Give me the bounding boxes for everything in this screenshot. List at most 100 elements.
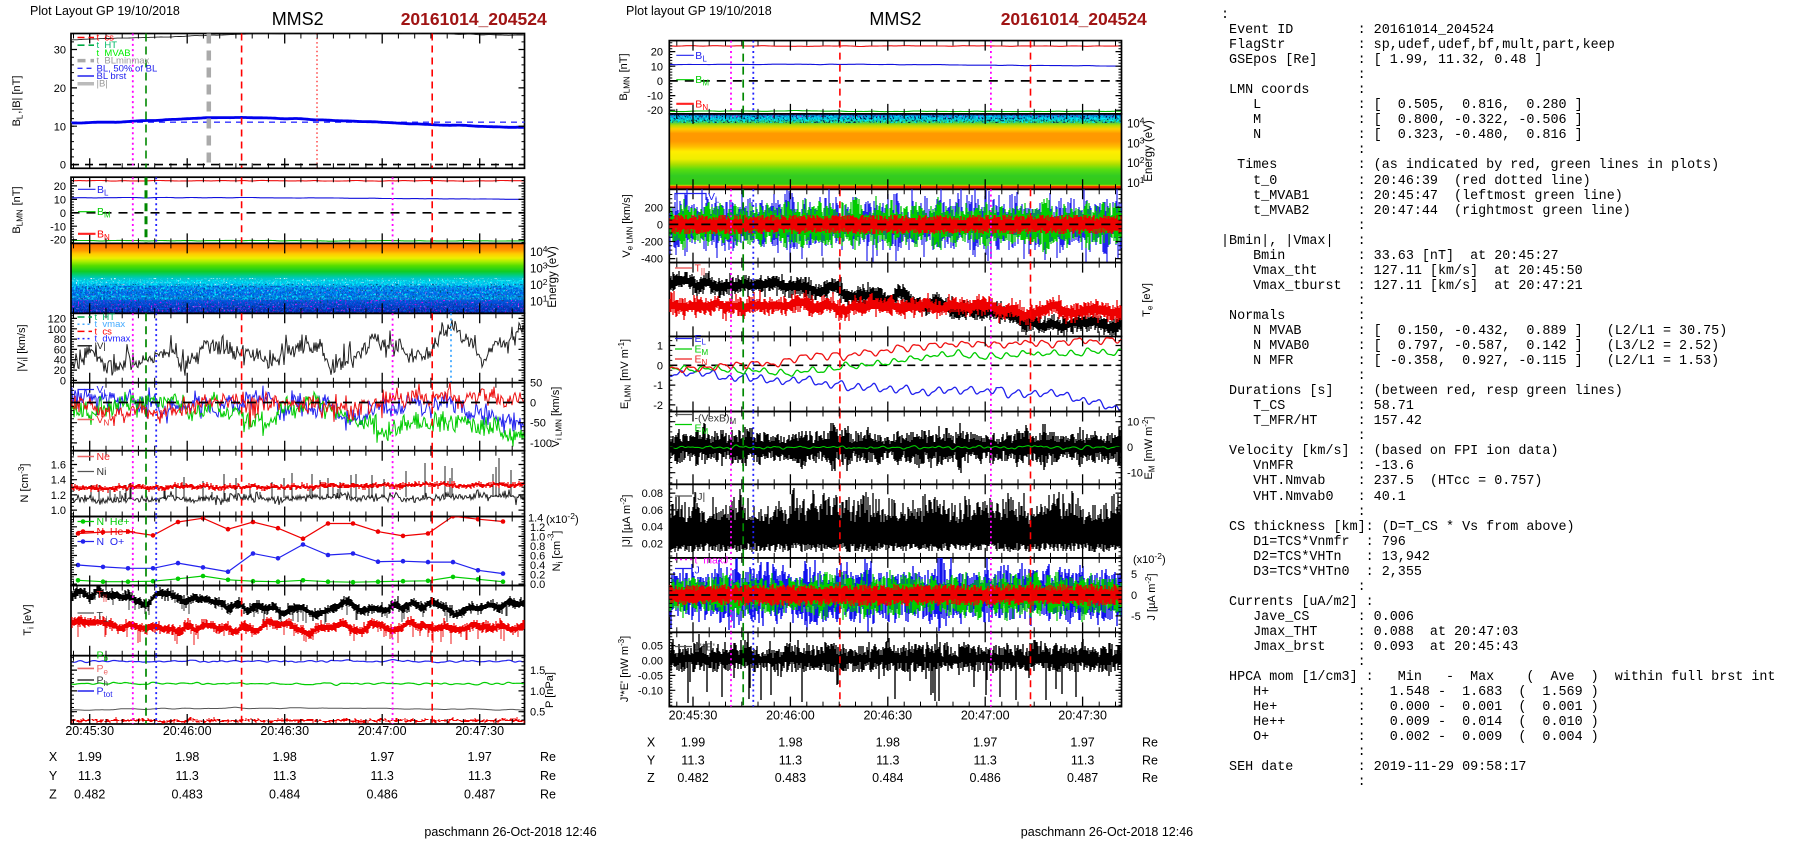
svg-text:t maxJ: t maxJ [695, 555, 729, 567]
svg-text:BN: BN [695, 98, 709, 112]
svg-text:-20: -20 [50, 235, 66, 247]
svg-text:-20: -20 [647, 105, 663, 117]
svg-text:Re: Re [540, 787, 556, 801]
svg-text:11.3: 11.3 [779, 753, 802, 767]
svg-text:1.0: 1.0 [530, 531, 545, 543]
svg-text:0.00: 0.00 [642, 656, 663, 668]
svg-text:20:47:00: 20:47:00 [961, 709, 1010, 723]
svg-text:200: 200 [645, 202, 663, 214]
svg-text:-2: -2 [653, 400, 663, 412]
svg-text:0: 0 [1127, 442, 1133, 454]
svg-text:Ne: Ne [97, 451, 111, 463]
svg-text:1.97: 1.97 [1070, 736, 1094, 750]
svg-text:-100: -100 [530, 438, 552, 450]
svg-text:101: 101 [530, 294, 548, 309]
svg-text:T⊥: T⊥ [97, 610, 111, 624]
svg-text:5: 5 [1131, 569, 1137, 581]
svg-text:N O+: N O+ [97, 536, 125, 548]
svg-text:1.6: 1.6 [51, 460, 66, 472]
svg-text:Y: Y [49, 769, 58, 783]
svg-text:11.3: 11.3 [273, 769, 296, 783]
svg-text:J'*E' [nW m-3]: J'*E' [nW m-3] [617, 636, 631, 702]
svg-text:20:47:30: 20:47:30 [1058, 709, 1107, 723]
svg-text:-10: -10 [647, 91, 663, 103]
svg-text:20: 20 [54, 83, 66, 95]
svg-text:paschmann 26-Oct-2018 12:46: paschmann 26-Oct-2018 12:46 [424, 825, 596, 839]
svg-text:-1: -1 [653, 380, 663, 392]
svg-text:0.6: 0.6 [530, 550, 545, 562]
svg-text:Ti [eV]: Ti [eV] [22, 604, 36, 635]
svg-text:1.4: 1.4 [51, 475, 66, 487]
svg-text:0.08: 0.08 [642, 488, 663, 500]
svg-text:1.4: 1.4 [528, 512, 543, 524]
svg-text:0.02: 0.02 [642, 538, 663, 550]
svg-text:120: 120 [48, 313, 66, 325]
svg-text:0.484: 0.484 [872, 771, 903, 785]
svg-text:11.3: 11.3 [973, 753, 996, 767]
svg-text:0: 0 [60, 375, 66, 387]
svg-text:20:47:30: 20:47:30 [455, 724, 504, 738]
svg-text:-(VexB)M: -(VexB)M [695, 413, 737, 427]
svg-text:1.2: 1.2 [530, 522, 545, 534]
svg-text:Re: Re [1142, 753, 1158, 767]
svg-text:(x10-2): (x10-2) [1133, 551, 1166, 566]
svg-text:10: 10 [651, 61, 663, 73]
svg-text:1.98: 1.98 [778, 736, 802, 750]
svg-text:0.482: 0.482 [677, 771, 708, 785]
svg-text:80: 80 [54, 334, 66, 346]
svg-text:VL: VL [97, 384, 109, 398]
svg-text:BLMN [nT]: BLMN [nT] [618, 53, 632, 100]
svg-text:ELMN [mV m-1]: ELMN [mV m-1] [617, 339, 633, 409]
svg-text:t MVAB: t MVAB [97, 48, 131, 59]
svg-text:10: 10 [1127, 417, 1139, 429]
svg-text:0.8: 0.8 [530, 541, 545, 553]
svg-text:J'*E': J'*E' [695, 642, 715, 654]
svg-text:1.0: 1.0 [51, 505, 66, 517]
svg-text:20: 20 [54, 181, 66, 193]
svg-text:102: 102 [530, 277, 548, 292]
svg-text:T||: T|| [695, 263, 707, 277]
svg-text:BL brst: BL brst [97, 71, 127, 82]
svg-text:MMS2: MMS2 [869, 9, 921, 29]
svg-text:0: 0 [657, 219, 663, 231]
svg-text:20:46:30: 20:46:30 [260, 724, 309, 738]
svg-text:20:45:30: 20:45:30 [669, 709, 718, 723]
svg-text:N He++: N He++ [97, 526, 136, 538]
svg-text:0.0: 0.0 [530, 579, 545, 591]
svg-text:0.483: 0.483 [172, 787, 203, 801]
svg-text:11.3: 11.3 [468, 769, 491, 783]
svg-text:BL ,|B| [nT]: BL ,|B| [nT] [11, 76, 25, 127]
svg-text:|B|: |B| [97, 79, 108, 90]
svg-text:Ni: Ni [97, 466, 107, 478]
svg-text:BM: BM [97, 206, 112, 220]
svg-text:10: 10 [54, 121, 66, 133]
svg-text:BL: BL [97, 184, 109, 198]
svg-text:VN: VN [97, 414, 111, 428]
svg-text:0.4: 0.4 [530, 560, 545, 572]
svg-text:-5: -5 [1131, 611, 1141, 623]
svg-text:0.487: 0.487 [1067, 771, 1098, 785]
svg-text:Re: Re [1142, 771, 1158, 785]
svg-text:1.98: 1.98 [273, 750, 297, 764]
svg-text:Energy (eV): Energy (eV) [547, 246, 559, 308]
svg-text:J: J [695, 565, 700, 577]
svg-text:T||: T|| [97, 589, 109, 603]
svg-text:30: 30 [54, 45, 66, 57]
svg-text:0.482: 0.482 [74, 787, 105, 801]
svg-text:20: 20 [651, 47, 663, 59]
svg-text:50: 50 [530, 377, 542, 389]
svg-text:Re: Re [540, 769, 556, 783]
svg-text:0: 0 [1131, 590, 1137, 602]
svg-text:11.3: 11.3 [681, 753, 704, 767]
svg-text:11.3: 11.3 [1071, 753, 1094, 767]
svg-text:0.486: 0.486 [367, 787, 398, 801]
svg-text:1.97: 1.97 [973, 736, 997, 750]
svg-text:20161014_204524: 20161014_204524 [1001, 9, 1147, 29]
svg-text:N [cm-3]: N [cm-3] [17, 464, 31, 503]
svg-text:t HT: t HT [95, 312, 116, 323]
svg-text:t HT: t HT [97, 40, 118, 51]
svg-text:X: X [647, 736, 656, 750]
svg-text:10: 10 [54, 194, 66, 206]
svg-text:t dvmax: t dvmax [95, 334, 131, 345]
svg-text:X: X [49, 750, 58, 764]
